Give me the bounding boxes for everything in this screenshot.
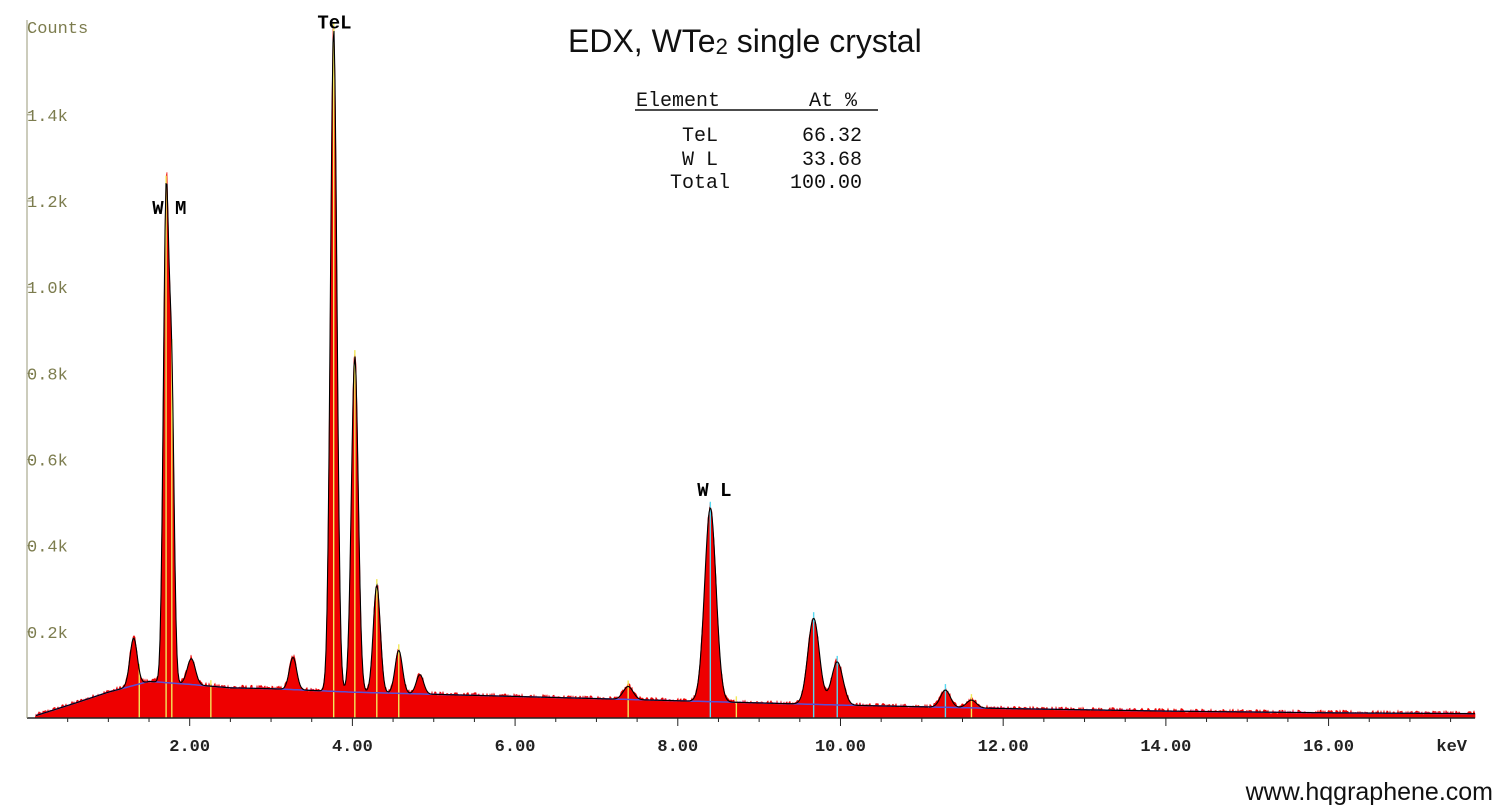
axes-layer: 0.2k 0.4k 0.6k 0.8k 1.0k 1.2k 1.4k 2.00 4.00 6.00… bbox=[26, 20, 1475, 757]
x-axis-label: keV bbox=[1436, 738, 1467, 757]
watermark: www.hqgraphene.com bbox=[1245, 778, 1493, 806]
table-row-value: 66.32 bbox=[802, 125, 862, 148]
peak-fit-line bbox=[35, 30, 1475, 717]
peak-label: W M bbox=[152, 198, 186, 220]
x-tick-label: 10.00 bbox=[815, 738, 866, 757]
peak-label: TeL bbox=[317, 13, 351, 35]
composition-table: Element At % TeL 66.32 W L 33.68 Total 1… bbox=[635, 90, 878, 195]
x-tick-label: 6.00 bbox=[495, 738, 536, 757]
chart-title: EDX, WTe2 single crystal bbox=[568, 23, 922, 59]
table-row-element: W L bbox=[682, 149, 718, 172]
x-tick-label: 14.00 bbox=[1140, 738, 1191, 757]
y-tick-label: 0.8k bbox=[27, 366, 68, 385]
table-row-element: Total bbox=[670, 172, 730, 195]
table-header-at-percent: At % bbox=[809, 90, 858, 113]
fit-line-layer bbox=[35, 30, 1475, 717]
spectrum-layer bbox=[34, 27, 1476, 719]
table-row-value: 33.68 bbox=[802, 149, 862, 172]
spectrum-area bbox=[34, 27, 1476, 719]
x-tick-label: 4.00 bbox=[332, 738, 373, 757]
x-tick-label: 8.00 bbox=[657, 738, 698, 757]
x-tick-label: 12.00 bbox=[978, 738, 1029, 757]
y-tick-label: 1.2k bbox=[27, 194, 68, 213]
table-row-value: 100.00 bbox=[790, 172, 862, 195]
y-tick-label: 1.4k bbox=[27, 108, 68, 127]
chart-title-rest: single crystal bbox=[728, 23, 922, 59]
chart-title-main: EDX, WTe bbox=[568, 23, 716, 59]
table-header-element: Element bbox=[636, 90, 720, 113]
y-tick-label: 0.2k bbox=[27, 625, 68, 644]
table-row-element: TeL bbox=[682, 125, 718, 148]
y-tick-label: 0.6k bbox=[27, 452, 68, 471]
y-axis-label: Counts bbox=[27, 20, 88, 39]
y-tick-label: 0.4k bbox=[27, 539, 68, 558]
peak-label: W L bbox=[697, 480, 731, 502]
x-tick-label: 2.00 bbox=[169, 738, 210, 757]
chart-title-subscript: 2 bbox=[716, 34, 728, 59]
x-tick-label: 16.00 bbox=[1303, 738, 1354, 757]
y-tick-label: 1.0k bbox=[27, 280, 68, 299]
